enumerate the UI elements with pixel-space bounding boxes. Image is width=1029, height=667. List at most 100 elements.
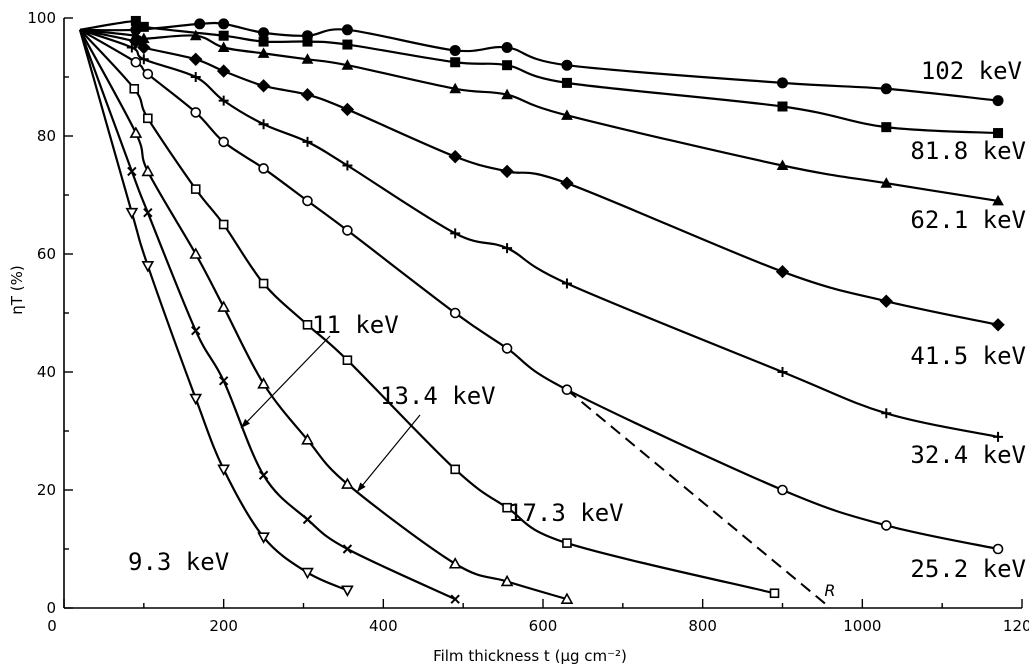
data-point: [218, 136, 229, 148]
x-tick-label: 1000: [843, 617, 881, 635]
data-point: [449, 44, 461, 56]
data-point: [501, 88, 513, 100]
data-point: [302, 319, 313, 330]
data-point: [777, 77, 788, 89]
data-point: [449, 82, 462, 94]
data-point: [341, 59, 354, 70]
data-point: [217, 464, 231, 476]
data-point: [342, 225, 353, 236]
data-point: [189, 29, 202, 41]
data-point: [300, 87, 315, 102]
arrow-13kev: [356, 414, 421, 493]
series-labels: 102 keV 81.8 keV 62.1 keV 41.5 keV 32.4 keV 2…: [128, 57, 1026, 583]
data-point: [777, 367, 788, 377]
data-point: [879, 294, 893, 308]
data-point: [502, 60, 513, 71]
data-point: [125, 207, 139, 220]
data-point: [218, 376, 229, 386]
data-point: [258, 278, 269, 289]
data-point: [190, 72, 201, 82]
series-line: [78, 29, 348, 592]
arrow-11kev-head: [241, 418, 250, 428]
arrow-13kev-head: [357, 482, 366, 492]
series-label: 41.5 keV: [910, 342, 1026, 370]
data-point: [776, 159, 789, 170]
y-tick-label: 20: [37, 481, 56, 499]
series-line: [78, 29, 456, 601]
data-point: [216, 64, 231, 78]
data-point: [218, 95, 229, 106]
data-point: [137, 40, 151, 55]
data-point: [256, 79, 271, 93]
data-point: [127, 166, 137, 177]
y-tick-label: 60: [37, 245, 56, 263]
data-point: [143, 207, 153, 218]
data-point: [448, 557, 462, 569]
data-point: [560, 592, 574, 604]
data-point: [342, 355, 353, 366]
data-point: [562, 538, 572, 548]
y-axis-title: ηT (%): [8, 265, 26, 314]
data-point: [561, 77, 572, 88]
data-point: [257, 377, 270, 389]
data-point: [257, 532, 270, 544]
data-point: [143, 113, 153, 124]
markers: [125, 15, 1005, 604]
series-line: [79, 28, 999, 202]
series-label: 102 keV: [921, 57, 1022, 85]
x-tick-label: 400: [369, 617, 398, 635]
data-point: [450, 228, 461, 239]
data-point: [561, 278, 572, 289]
data-point: [500, 574, 514, 587]
data-point: [258, 119, 269, 130]
data-point: [561, 384, 573, 396]
data-point: [448, 149, 462, 164]
data-point: [500, 164, 514, 179]
data-point: [218, 219, 229, 230]
x-tick-label: 600: [529, 617, 558, 635]
series-line: [79, 28, 999, 438]
data-point: [561, 109, 573, 120]
data-point: [258, 36, 269, 47]
y-tick-label: 40: [37, 363, 56, 381]
data-point: [449, 307, 461, 319]
data-point: [194, 18, 206, 30]
data-point: [881, 122, 892, 133]
data-point: [129, 84, 140, 94]
data-point: [502, 502, 512, 513]
data-point: [190, 184, 201, 194]
data-point: [775, 264, 790, 279]
extrapolation-label: R: [824, 581, 835, 600]
data-point: [258, 163, 269, 174]
data-point: [560, 176, 574, 190]
data-point: [880, 177, 893, 188]
arrow-11kev: [240, 335, 331, 429]
data-point: [880, 83, 892, 95]
series-label: 25.2 keV: [910, 555, 1026, 583]
data-point: [880, 520, 892, 531]
data-point: [218, 18, 230, 30]
data-point: [189, 247, 203, 259]
series-label: 9.3 keV: [128, 548, 229, 576]
data-point: [450, 464, 460, 475]
data-point: [218, 30, 229, 41]
series-line: [79, 28, 999, 326]
x-tick-label: 800: [688, 617, 717, 635]
data-point: [302, 136, 313, 147]
data-point: [217, 41, 230, 52]
data-point: [342, 160, 353, 171]
series-label: 32.4 keV: [910, 441, 1026, 469]
data-point: [302, 195, 313, 207]
data-point: [992, 194, 1004, 206]
y-tick-label: 80: [37, 127, 56, 145]
data-point: [302, 36, 313, 47]
data-point: [138, 21, 149, 32]
data-point: [257, 47, 270, 58]
data-point: [141, 260, 155, 273]
data-point: [342, 544, 353, 554]
data-point: [501, 42, 513, 53]
data-point: [189, 393, 203, 406]
data-point: [141, 164, 155, 177]
